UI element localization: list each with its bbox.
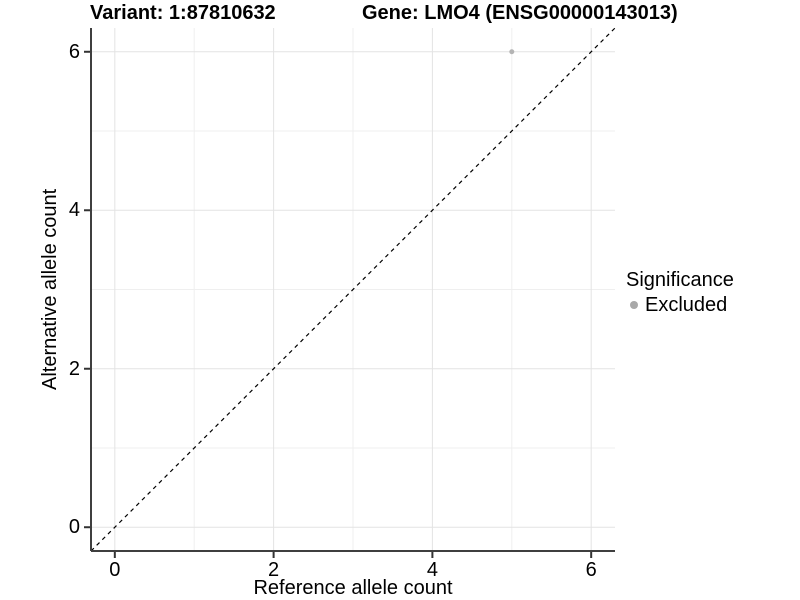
y-tick-label: 0 xyxy=(68,516,80,539)
identity-line xyxy=(90,27,616,552)
x-axis-title: Reference allele count xyxy=(253,577,453,599)
legend-entry: Excluded xyxy=(626,293,734,317)
legend-entry-label: Excluded xyxy=(645,294,728,316)
x-tick-label: 0 xyxy=(109,559,121,581)
plot-panel xyxy=(84,27,616,558)
plot-title-gene: Gene: LMO4 (ENSG00000143013) xyxy=(362,2,678,24)
x-tick-label: 6 xyxy=(585,559,597,581)
legend-title: Significance xyxy=(626,269,734,291)
y-axis-title: Alternative allele count xyxy=(39,188,61,391)
y-tick-label: 4 xyxy=(68,199,80,222)
x-tick-label: 2 xyxy=(268,559,280,581)
legend: Significance Excluded xyxy=(626,268,734,317)
y-tick-label: 2 xyxy=(68,357,80,380)
legend-key-dot xyxy=(630,301,638,309)
plot-title-variant: Variant: 1:87810632 xyxy=(90,2,276,24)
x-tick-label: 4 xyxy=(426,559,438,581)
data-point xyxy=(509,49,515,55)
y-tick-label: 6 xyxy=(68,40,80,63)
